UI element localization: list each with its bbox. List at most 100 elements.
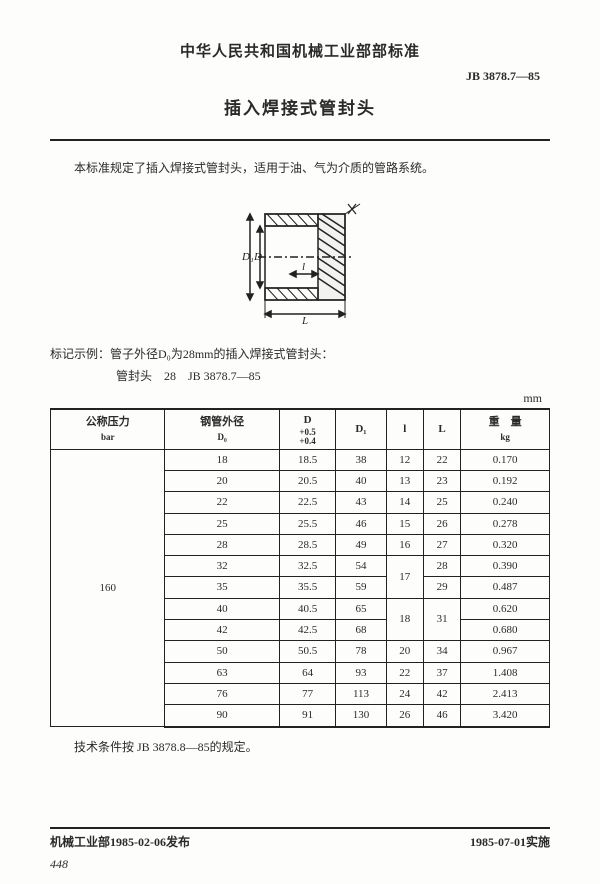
cell: 22 [386, 662, 423, 683]
cell: 59 [336, 577, 386, 598]
cell: 27 [423, 534, 460, 555]
cell: 40 [165, 598, 279, 619]
cell: 14 [386, 492, 423, 513]
cell: 46 [336, 513, 386, 534]
label-d: D [253, 251, 262, 263]
cell: 49 [336, 534, 386, 555]
cell: 28 [165, 534, 279, 555]
cell: 38 [336, 449, 386, 470]
cell: 43 [336, 492, 386, 513]
cell: 0.487 [461, 577, 550, 598]
divider [50, 139, 550, 141]
cell: 22.5 [279, 492, 336, 513]
cell: 15 [386, 513, 423, 534]
cell: 31 [423, 598, 460, 641]
cell: 93 [336, 662, 386, 683]
footer-effective: 1985-07-01实施 [470, 833, 550, 850]
tech-note: 技术条件按 JB 3878.8—85的规定。 [50, 738, 550, 757]
cell: 68 [336, 620, 386, 641]
cell: 0.278 [461, 513, 550, 534]
cell: 35 [165, 577, 279, 598]
cell: 76 [165, 683, 279, 704]
cell: 2.413 [461, 683, 550, 704]
footer-publish: 机械工业部1985-02-06发布 [50, 833, 190, 850]
cell: 13 [386, 470, 423, 491]
cell: 1.408 [461, 662, 550, 683]
cell: 42 [165, 620, 279, 641]
cell: 50.5 [279, 641, 336, 662]
cell: 0.390 [461, 556, 550, 577]
cell: 35.5 [279, 577, 336, 598]
unit-label: mm [50, 391, 550, 406]
cell: 12 [386, 449, 423, 470]
cell: 63 [165, 662, 279, 683]
dimension-table: 公称压力bar 钢管外径D₀ D+0.5+0.4 D₁ l L 重 量kg 16… [50, 408, 550, 727]
cell: 0.240 [461, 492, 550, 513]
cell: 25 [165, 513, 279, 534]
cell: 22 [165, 492, 279, 513]
col-weight: 重 量kg [461, 409, 550, 449]
technical-diagram: D₁ D l L [50, 196, 550, 326]
cell: 26 [386, 705, 423, 727]
cell: 22 [423, 449, 460, 470]
cell: 0.620 [461, 598, 550, 619]
cell: 25 [423, 492, 460, 513]
cell: 65 [336, 598, 386, 619]
pressure-value: 160 [51, 449, 165, 726]
label-d1: D₁ [241, 251, 254, 263]
col-L: L [423, 409, 460, 449]
cell: 20 [386, 641, 423, 662]
cell: 42 [423, 683, 460, 704]
page-number: 448 [50, 857, 68, 872]
cell: 0.192 [461, 470, 550, 491]
cell: 32 [165, 556, 279, 577]
standard-org: 中华人民共和国机械工业部部标准 [50, 40, 550, 61]
cell: 54 [336, 556, 386, 577]
cell: 0.170 [461, 449, 550, 470]
cell: 29 [423, 577, 460, 598]
cell: 18 [165, 449, 279, 470]
cell: 16 [386, 534, 423, 555]
cell: 91 [279, 705, 336, 727]
cell: 34 [423, 641, 460, 662]
document-title: 插入焊接式管封头 [50, 94, 550, 119]
standard-code: JB 3878.7—85 [50, 69, 550, 84]
cell: 64 [279, 662, 336, 683]
intro-text: 本标准规定了插入焊接式管封头，适用于油、气为介质的管路系统。 [50, 159, 550, 178]
col-d1: D₁ [336, 409, 386, 449]
cell: 18.5 [279, 449, 336, 470]
cell: 3.420 [461, 705, 550, 727]
cell: 130 [336, 705, 386, 727]
cell: 42.5 [279, 620, 336, 641]
cell: 32.5 [279, 556, 336, 577]
cell: 0.680 [461, 620, 550, 641]
col-pressure: 公称压力bar [51, 409, 165, 449]
cell: 25.5 [279, 513, 336, 534]
cell: 20 [165, 470, 279, 491]
col-d0: 钢管外径D₀ [165, 409, 279, 449]
cell: 37 [423, 662, 460, 683]
cell: 46 [423, 705, 460, 727]
cell: 28 [423, 556, 460, 577]
footer: 机械工业部1985-02-06发布 1985-07-01实施 [50, 827, 550, 850]
col-l: l [386, 409, 423, 449]
cell: 113 [336, 683, 386, 704]
cell: 40.5 [279, 598, 336, 619]
cell: 26 [423, 513, 460, 534]
cell: 24 [386, 683, 423, 704]
example-line1: 标记示例：管子外径D₀为28mm的插入焊接式管封头： [50, 344, 550, 366]
cell: 20.5 [279, 470, 336, 491]
cell: 28.5 [279, 534, 336, 555]
cell: 0.967 [461, 641, 550, 662]
label-l: l [302, 261, 305, 273]
cell: 90 [165, 705, 279, 727]
cell: 17 [386, 556, 423, 599]
cell: 40 [336, 470, 386, 491]
marking-example: 标记示例：管子外径D₀为28mm的插入焊接式管封头： 管封头 28 JB 387… [50, 344, 550, 387]
cell: 78 [336, 641, 386, 662]
cell: 18 [386, 598, 423, 641]
cell: 0.320 [461, 534, 550, 555]
cell: 77 [279, 683, 336, 704]
cell: 50 [165, 641, 279, 662]
example-line2: 管封头 28 JB 3878.7—85 [50, 366, 550, 388]
